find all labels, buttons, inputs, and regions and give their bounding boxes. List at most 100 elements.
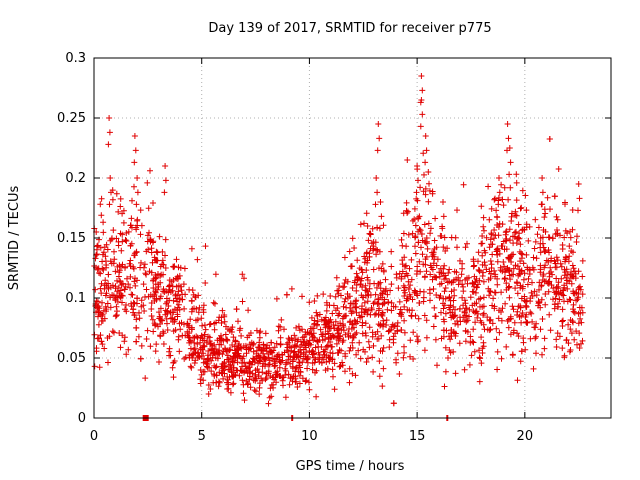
- data-point: [166, 282, 173, 289]
- data-point: [99, 258, 106, 265]
- data-point: [568, 330, 575, 337]
- data-point: [95, 335, 102, 342]
- data-point: [150, 328, 157, 335]
- data-point: [210, 299, 217, 306]
- data-point: [549, 235, 556, 242]
- data-point: [496, 329, 503, 336]
- data-point: [479, 252, 486, 259]
- data-point: [404, 157, 411, 163]
- data-point: [366, 253, 373, 260]
- data-point: [364, 311, 371, 318]
- data-point: [537, 269, 544, 276]
- data-point: [142, 270, 149, 277]
- data-point: [401, 329, 408, 336]
- data-point: [247, 384, 254, 391]
- data-point: [503, 228, 510, 235]
- data-point: [548, 255, 555, 262]
- data-point: [316, 358, 323, 365]
- data-point: [99, 265, 106, 272]
- data-point: [199, 322, 206, 329]
- data-point: [375, 300, 382, 307]
- data-point: [303, 377, 310, 384]
- data-point: [384, 306, 391, 313]
- data-point: [258, 347, 264, 354]
- data-point: [554, 283, 561, 290]
- data-point: [555, 290, 562, 297]
- data-point: [186, 330, 193, 337]
- data-point: [500, 238, 507, 245]
- data-point: [480, 294, 487, 301]
- data-point: [518, 255, 525, 262]
- data-point: [504, 121, 511, 127]
- data-point: [515, 235, 522, 242]
- data-point: [103, 290, 110, 297]
- data-point: [225, 381, 232, 388]
- data-point: [376, 225, 383, 232]
- data-point: [134, 175, 141, 181]
- data-point: [252, 388, 259, 395]
- data-point: [494, 281, 501, 288]
- data-point: [263, 345, 270, 352]
- data-point: [476, 268, 483, 275]
- data-point: [468, 352, 475, 359]
- data-point: [202, 243, 209, 250]
- data-point: [420, 150, 427, 157]
- data-point: [348, 308, 355, 315]
- data-point: [459, 294, 466, 301]
- data-point: [149, 259, 156, 266]
- data-point: [573, 297, 580, 304]
- data-point: [365, 355, 371, 362]
- data-point: [567, 326, 574, 333]
- data-point: [488, 261, 495, 268]
- data-point: [409, 230, 416, 237]
- data-point: [309, 366, 316, 373]
- data-point: [395, 285, 402, 292]
- data-point: [480, 223, 487, 230]
- data-point: [393, 271, 400, 278]
- data-point: [494, 258, 501, 265]
- data-point: [397, 306, 404, 313]
- data-point: [320, 291, 327, 298]
- data-point: [403, 297, 410, 304]
- data-point: [314, 318, 321, 325]
- data-point: [282, 394, 289, 401]
- data-point: [229, 373, 236, 380]
- data-point: [451, 292, 458, 299]
- data-point: [246, 376, 253, 383]
- data-point: [162, 177, 169, 184]
- data-point: [174, 298, 181, 305]
- data-point: [253, 375, 260, 382]
- data-point: [166, 345, 173, 352]
- data-point: [98, 280, 105, 287]
- data-point: [366, 324, 373, 331]
- data-point: [574, 233, 580, 240]
- data-point: [567, 347, 574, 353]
- data-point: [432, 336, 439, 343]
- data-point: [303, 356, 310, 363]
- data-point: [451, 268, 458, 275]
- data-point: [95, 321, 102, 328]
- data-point: [405, 286, 412, 292]
- data-point: [376, 373, 383, 380]
- data-point: [442, 272, 449, 279]
- data-point: [498, 243, 505, 249]
- data-point: [200, 342, 207, 349]
- data-point: [327, 293, 334, 299]
- data-point: [553, 336, 560, 343]
- data-point: [301, 333, 308, 340]
- data-point: [108, 189, 114, 196]
- data-point: [134, 295, 141, 302]
- data-point: [295, 336, 302, 343]
- data-point: [516, 248, 523, 255]
- data-point: [330, 302, 337, 309]
- data-point: [374, 301, 381, 307]
- data-point: [524, 281, 531, 288]
- data-point: [579, 257, 586, 264]
- data-point: [471, 348, 478, 355]
- data-point: [373, 175, 380, 181]
- data-point: [336, 283, 343, 290]
- data-point: [570, 265, 577, 272]
- data-point: [117, 344, 124, 351]
- data-point: [368, 306, 375, 313]
- data-point: [442, 368, 449, 375]
